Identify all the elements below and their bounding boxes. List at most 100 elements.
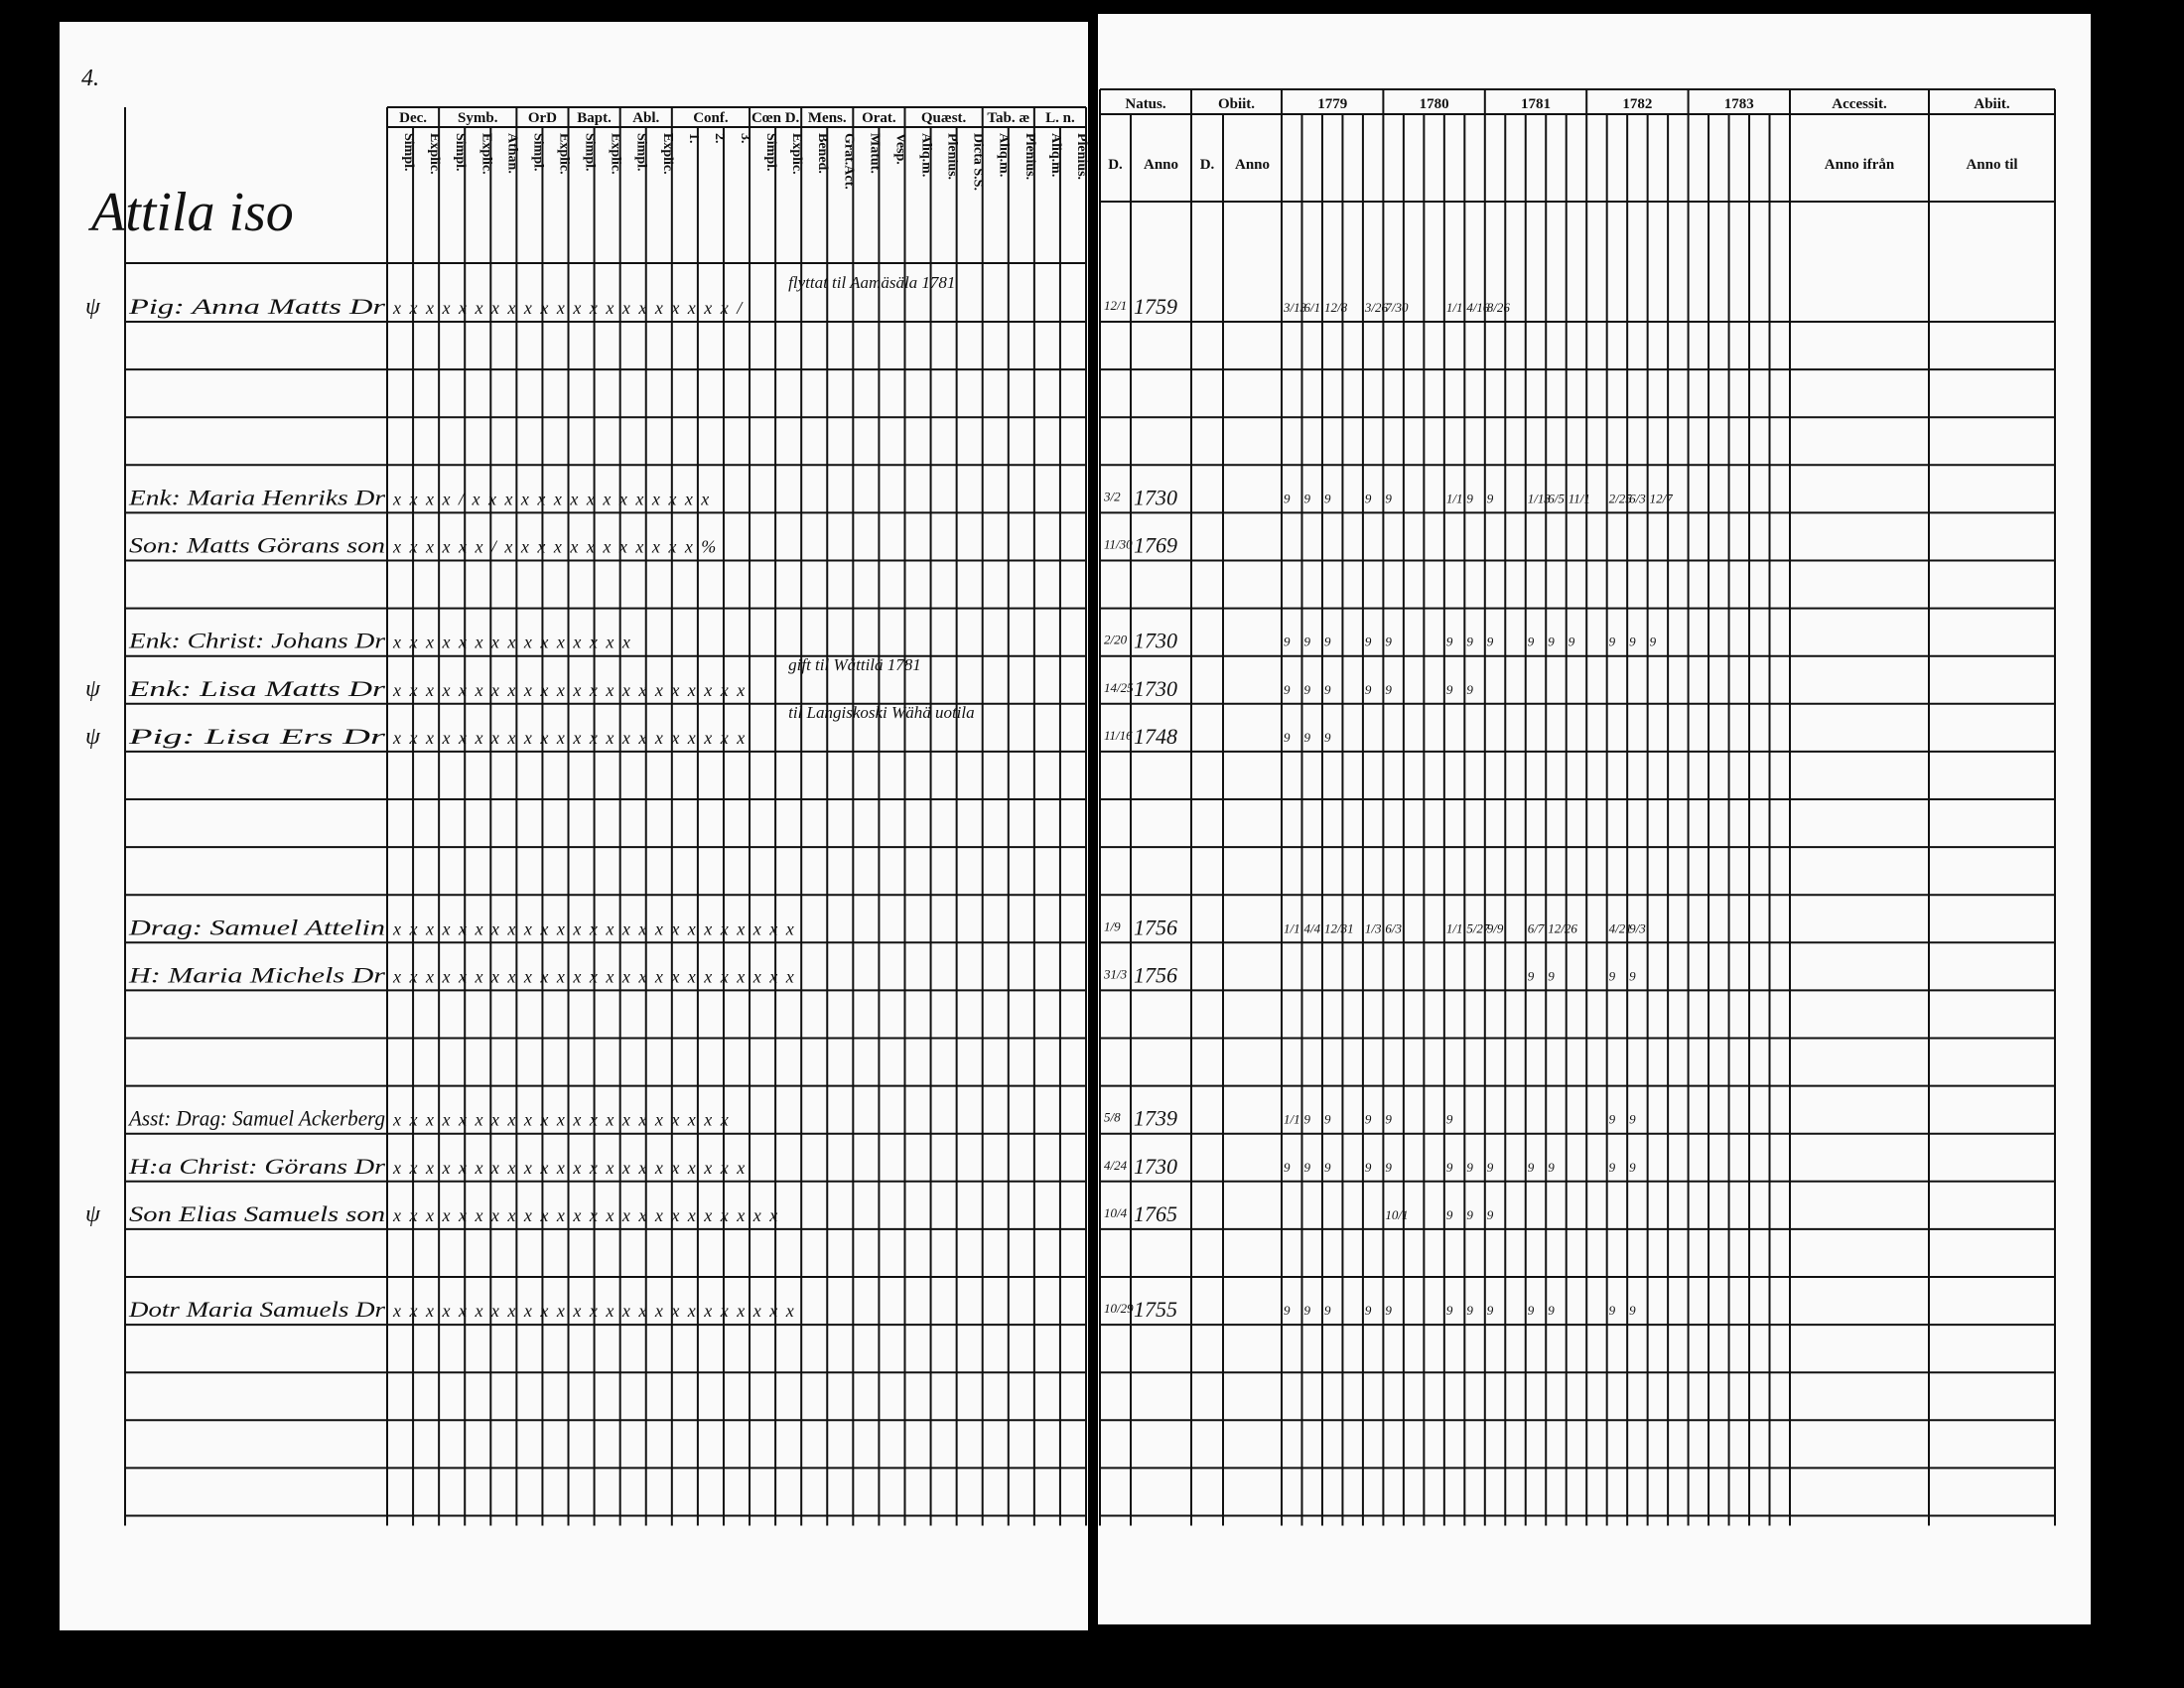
exam-entry: 7/30	[1385, 300, 1409, 315]
column-group-label: Dec.	[399, 110, 427, 126]
column-group-label: OrD	[528, 110, 557, 126]
exam-entry: 9	[1528, 1160, 1535, 1175]
exam-entry: 9	[1528, 634, 1535, 649]
exam-entry: 9	[1324, 682, 1331, 697]
exam-entry: 9	[1324, 1112, 1331, 1127]
birth-year: 1730	[1134, 1154, 1177, 1179]
exam-entry: 1/1	[1284, 1112, 1300, 1127]
exam-entry: 9	[1365, 1160, 1372, 1175]
exam-entry: 9	[1487, 491, 1494, 505]
exam-entry: 8/26	[1487, 300, 1511, 315]
exam-marks: x x x x x x x x x x x x x x x x x x x x …	[392, 1205, 779, 1225]
birth-day: 2/20	[1104, 633, 1128, 647]
column-group-label: Orat.	[862, 110, 896, 126]
column-sub-label: Anno	[1235, 157, 1270, 173]
birth-day: 31/3	[1103, 966, 1128, 981]
birth-year: 1769	[1134, 533, 1177, 558]
exam-entry: 9	[1548, 1160, 1555, 1175]
exam-entry: 9	[1528, 1303, 1535, 1318]
exam-entry: 1/13	[1528, 491, 1552, 505]
column-group-label: 1780	[1420, 96, 1449, 112]
column-group-label: Obiit.	[1218, 96, 1255, 112]
exam-entry: 9	[1629, 1303, 1636, 1318]
exam-entry: 4/21	[1609, 920, 1632, 935]
column-sub-label: Anno	[1144, 157, 1178, 173]
right-page	[1098, 14, 2091, 1624]
exam-entry: 9	[1284, 1303, 1291, 1318]
exam-entry: 9	[1466, 491, 1473, 505]
row-sign: ψ	[85, 1201, 101, 1227]
exam-entry: 9	[1446, 1112, 1453, 1127]
exam-entry: 9	[1303, 1112, 1310, 1127]
exam-entry: 9	[1385, 1303, 1392, 1318]
column-group-label: Bapt.	[577, 110, 612, 126]
exam-marks: x x x x x x x x x x x x x x x x x x x x …	[392, 1110, 731, 1130]
exam-entry: 9	[1487, 634, 1494, 649]
birth-day: 14/25	[1104, 680, 1134, 695]
birth-day: 1/9	[1104, 918, 1121, 933]
exam-entry: 9/3	[1629, 920, 1646, 935]
exam-entry: 9	[1365, 1112, 1372, 1127]
exam-entry: 9	[1446, 1160, 1453, 1175]
exam-entry: 9	[1303, 634, 1310, 649]
birth-year: 1730	[1134, 629, 1177, 653]
column-group-label: Conf.	[693, 110, 729, 126]
exam-entry: 9	[1365, 634, 1372, 649]
exam-marks: x x x x x x x x x x x x x x x	[392, 633, 632, 652]
column-sub-label: Anno ifrån	[1825, 157, 1895, 173]
exam-entry: 9	[1324, 634, 1331, 649]
column-group-label: L. n.	[1045, 110, 1075, 126]
exam-entry: 2/25	[1609, 491, 1633, 505]
birth-year: 1765	[1134, 1201, 1177, 1226]
column-group-label: Abl.	[632, 110, 659, 126]
birth-year: 1730	[1134, 676, 1177, 701]
exam-entry: 9	[1466, 1160, 1473, 1175]
person-name: Enk: Lisa Matts Dr	[127, 676, 385, 701]
exam-entry: 6/1	[1303, 300, 1320, 315]
exam-entry: 9	[1303, 491, 1310, 505]
exam-entry: 9	[1609, 1160, 1616, 1175]
person-name: Dotr Maria Samuels Dr	[128, 1297, 386, 1322]
person-name: Son Elias Samuels son	[129, 1201, 385, 1226]
person-name: H: Maria Michels Dr	[128, 962, 386, 987]
exam-marks: x x x x / x x x x x x x x x x x x x x x	[392, 489, 711, 508]
person-name: Pig: Lisa Ers Dr	[127, 724, 386, 749]
column-group-label: Mens.	[808, 110, 847, 126]
exam-entry: 9	[1284, 682, 1291, 697]
person-name: Enk: Christ: Johans Dr	[128, 629, 386, 653]
exam-entry: 9	[1466, 682, 1473, 697]
birth-year: 1739	[1134, 1106, 1177, 1131]
birth-year: 1756	[1134, 962, 1177, 987]
exam-entry: 9	[1446, 682, 1453, 697]
exam-entry: 12/7	[1650, 491, 1674, 505]
exam-entry: 9	[1466, 1303, 1473, 1318]
exam-entry: 9	[1385, 491, 1392, 505]
birth-year: 1730	[1134, 485, 1177, 509]
exam-entry: 1/1	[1284, 920, 1300, 935]
exam-entry: 6/3	[1629, 491, 1646, 505]
exam-entry: 9	[1303, 1303, 1310, 1318]
exam-entry: 4/4	[1303, 920, 1320, 935]
note: til Langiskoski Wähä uotila	[788, 703, 974, 722]
birth-year: 1748	[1134, 724, 1177, 749]
column-sub-label: 1.	[686, 133, 701, 144]
exam-entry: 9	[1385, 682, 1392, 697]
column-sub-label: 3.	[738, 133, 752, 144]
note: flyttat til Aamäsäla 1781	[788, 273, 955, 292]
row-sign: ψ	[85, 676, 101, 702]
row-sign: ψ	[85, 294, 101, 320]
birth-day: 4/24	[1104, 1158, 1128, 1173]
birth-day: 10/4	[1104, 1205, 1128, 1220]
exam-entry: 9	[1365, 491, 1372, 505]
exam-entry: 9	[1324, 1160, 1331, 1175]
person-name: Drag: Samuel Attelin	[128, 914, 385, 939]
exam-entry: 1/1	[1446, 300, 1463, 315]
exam-entry: 9	[1528, 968, 1535, 983]
birth-day: 11/30	[1104, 537, 1133, 552]
exam-marks: x x x x x x x x x x x x x x x x x x x x …	[392, 298, 744, 318]
left-page	[60, 22, 1088, 1630]
exam-entry: 9	[1609, 1303, 1616, 1318]
exam-marks: x x x x x x x x x x x x x x x x x x x x …	[392, 728, 747, 748]
exam-entry: 9	[1466, 1207, 1473, 1222]
